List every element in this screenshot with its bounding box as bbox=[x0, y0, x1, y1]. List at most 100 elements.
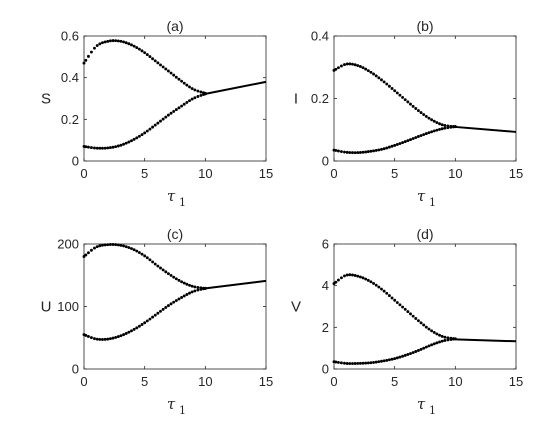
data-point bbox=[438, 122, 441, 126]
y-tick-label: 0.6 bbox=[61, 29, 79, 44]
data-point bbox=[416, 135, 420, 138]
data-point bbox=[390, 87, 394, 90]
data-point bbox=[190, 97, 194, 101]
data-point bbox=[345, 273, 349, 277]
data-point bbox=[190, 87, 194, 91]
data-point bbox=[411, 137, 415, 141]
data-point bbox=[95, 146, 99, 150]
data-point bbox=[135, 46, 139, 50]
data-point bbox=[185, 293, 189, 296]
data-point bbox=[174, 277, 178, 281]
y-tick-label: 0 bbox=[322, 154, 329, 169]
data-point bbox=[422, 323, 426, 327]
data-point bbox=[137, 251, 141, 254]
data-point bbox=[166, 304, 170, 308]
data-point bbox=[432, 119, 436, 123]
data-point bbox=[127, 246, 131, 249]
data-point bbox=[101, 243, 104, 247]
data-point bbox=[411, 351, 415, 354]
data-point bbox=[358, 150, 362, 154]
x-tick-label: 5 bbox=[391, 166, 398, 181]
data-point bbox=[164, 305, 168, 309]
data-point bbox=[432, 342, 436, 346]
data-point bbox=[353, 63, 357, 67]
data-point bbox=[372, 72, 376, 76]
data-point bbox=[374, 74, 378, 78]
data-point bbox=[406, 310, 410, 314]
data-point bbox=[374, 283, 378, 287]
data-point bbox=[135, 326, 139, 330]
data-point bbox=[339, 64, 343, 68]
data-point bbox=[364, 67, 368, 71]
x-axis-label-subscript: 1 bbox=[179, 404, 186, 417]
y-axis-label: I bbox=[294, 91, 298, 108]
data-point bbox=[393, 298, 397, 302]
data-point bbox=[403, 307, 407, 311]
data-point bbox=[119, 39, 123, 43]
data-point bbox=[130, 247, 133, 250]
data-point bbox=[449, 125, 453, 129]
data-point bbox=[143, 321, 147, 325]
stable-branch-line bbox=[205, 279, 267, 290]
data-point bbox=[169, 71, 173, 75]
data-point bbox=[382, 289, 386, 293]
data-point bbox=[199, 287, 203, 291]
dotted-series-1 bbox=[82, 243, 207, 290]
data-point bbox=[336, 278, 340, 282]
data-point bbox=[196, 288, 200, 292]
data-point bbox=[361, 66, 365, 70]
x-tick-label: 0 bbox=[80, 374, 87, 389]
data-point bbox=[414, 350, 418, 353]
data-point bbox=[124, 245, 128, 249]
data-point bbox=[435, 341, 439, 345]
data-point bbox=[411, 104, 415, 108]
data-point bbox=[393, 357, 397, 361]
data-point bbox=[84, 253, 88, 257]
x-axis-label-subscript: 1 bbox=[429, 196, 436, 209]
data-point bbox=[395, 143, 399, 146]
data-point bbox=[353, 274, 357, 277]
data-point bbox=[188, 85, 191, 89]
data-point bbox=[430, 130, 434, 134]
data-point bbox=[372, 281, 376, 285]
data-point bbox=[196, 286, 200, 289]
data-point bbox=[103, 40, 107, 44]
data-point bbox=[108, 146, 112, 150]
data-point bbox=[353, 151, 357, 155]
data-point bbox=[130, 139, 133, 143]
data-point bbox=[353, 362, 357, 365]
data-point bbox=[356, 151, 360, 155]
data-point bbox=[419, 347, 423, 351]
data-point bbox=[180, 104, 184, 108]
data-point bbox=[159, 63, 162, 67]
data-point bbox=[401, 354, 405, 358]
data-point bbox=[403, 98, 407, 102]
data-point bbox=[348, 273, 352, 277]
data-point bbox=[385, 146, 389, 150]
data-point bbox=[385, 358, 389, 362]
data-point bbox=[130, 329, 133, 333]
data-point bbox=[127, 42, 131, 46]
data-point bbox=[395, 301, 399, 304]
data-point bbox=[93, 337, 96, 341]
data-point bbox=[395, 91, 399, 95]
data-point bbox=[403, 353, 407, 357]
data-point bbox=[101, 41, 104, 45]
data-point bbox=[188, 283, 191, 287]
data-point bbox=[414, 316, 418, 320]
data-point bbox=[156, 121, 160, 125]
data-point bbox=[132, 137, 136, 141]
data-point bbox=[351, 362, 354, 365]
y-tick-label: 0 bbox=[72, 362, 79, 377]
data-point bbox=[156, 61, 160, 65]
data-point bbox=[401, 305, 405, 309]
data-point bbox=[443, 335, 447, 339]
x-tick-label: 0 bbox=[330, 374, 337, 389]
data-point bbox=[135, 249, 139, 253]
data-point bbox=[122, 142, 126, 146]
data-point bbox=[435, 332, 439, 336]
data-point bbox=[427, 131, 431, 135]
data-point bbox=[98, 146, 102, 150]
data-point bbox=[161, 65, 165, 69]
x-tick-label: 15 bbox=[509, 166, 523, 181]
